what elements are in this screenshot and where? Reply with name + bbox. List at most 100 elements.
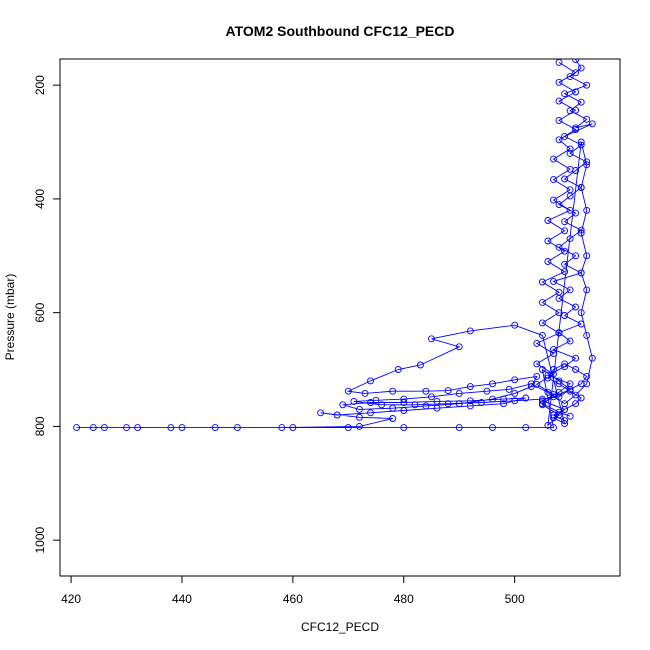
data-point [73,424,81,432]
data-point [500,395,508,403]
data-point [561,218,569,226]
data-point [455,343,463,351]
data-point [572,366,580,373]
data-point [561,260,569,268]
data-point [455,424,463,432]
data-point [511,397,519,405]
data-point [511,321,519,329]
data-point [372,396,380,404]
y-tick-label: 200 [33,75,47,95]
data-point [511,389,519,397]
data-point [550,155,557,163]
x-tick-label: 420 [61,592,81,606]
data-point [389,415,397,422]
data-point [572,106,580,114]
data-point [555,78,563,86]
data-point [533,372,541,380]
data-point [555,136,563,144]
data-point [583,331,591,339]
data-point [355,413,363,421]
data-point [89,424,97,432]
data-point [544,421,552,429]
data-series [73,59,596,432]
data-point [550,176,557,184]
data-point [572,400,580,408]
data-point [538,331,546,339]
data-point [350,397,358,405]
data-point [233,424,241,432]
data-point [561,247,569,255]
data-point [428,335,435,343]
y-tick-label: 600 [33,302,47,322]
data-point [466,383,474,391]
data-point [394,366,402,373]
data-point [583,81,591,89]
data-point [566,385,574,393]
data-point [566,149,574,157]
data-point [572,252,580,260]
data-point [466,397,474,405]
data-point [555,380,563,388]
data-point [577,394,585,402]
data-point [577,309,585,317]
data-point [355,422,363,430]
data-point [444,387,452,395]
data-point [561,417,569,425]
data-point [344,387,352,395]
data-point [555,201,563,209]
data-point [555,393,563,401]
data-point [483,387,491,395]
data-point [550,196,557,204]
data-point [566,286,574,294]
data-point [555,243,563,251]
data-point [489,424,496,432]
data-point [400,407,408,414]
data-point [550,366,557,373]
data-point [477,399,485,406]
data-point [416,361,424,369]
data-point [566,412,574,420]
data-point [278,424,286,432]
y-axis: 200 400 600 800 1000 [33,75,60,554]
data-point [505,385,513,393]
data-point [566,186,574,194]
plot-frame [59,58,621,577]
chart-title: ATOM2 Southbound CFC12_PECD [226,23,455,39]
data-point [555,97,563,105]
y-axis-label: Pressure (mbar) [3,274,17,361]
data-point [577,138,585,146]
data-point [100,424,108,432]
data-point [538,298,546,306]
data-point [533,380,541,388]
data-point [566,387,574,395]
series-line [76,59,593,429]
data-point [555,309,563,317]
data-point [588,120,596,128]
data-point [544,237,552,245]
data-point [361,389,369,397]
data-point [489,380,496,388]
data-point [566,337,574,345]
y-tick-label: 800 [33,416,47,436]
data-point [572,59,580,64]
data-point [561,312,569,319]
data-point [550,350,557,358]
data-point [466,327,474,335]
data-point [333,411,341,419]
data-point [522,394,530,402]
x-tick-label: 460 [283,592,303,606]
data-point [583,206,591,214]
data-point [555,329,563,337]
data-point [389,387,397,395]
data-point [555,288,563,296]
data-point [355,405,363,413]
data-point [522,424,530,432]
data-point [533,339,541,347]
data-point [577,184,585,191]
series-layer [73,59,596,432]
data-point [544,258,552,265]
data-point [577,64,585,72]
data-point [583,115,591,123]
data-point [123,424,130,432]
